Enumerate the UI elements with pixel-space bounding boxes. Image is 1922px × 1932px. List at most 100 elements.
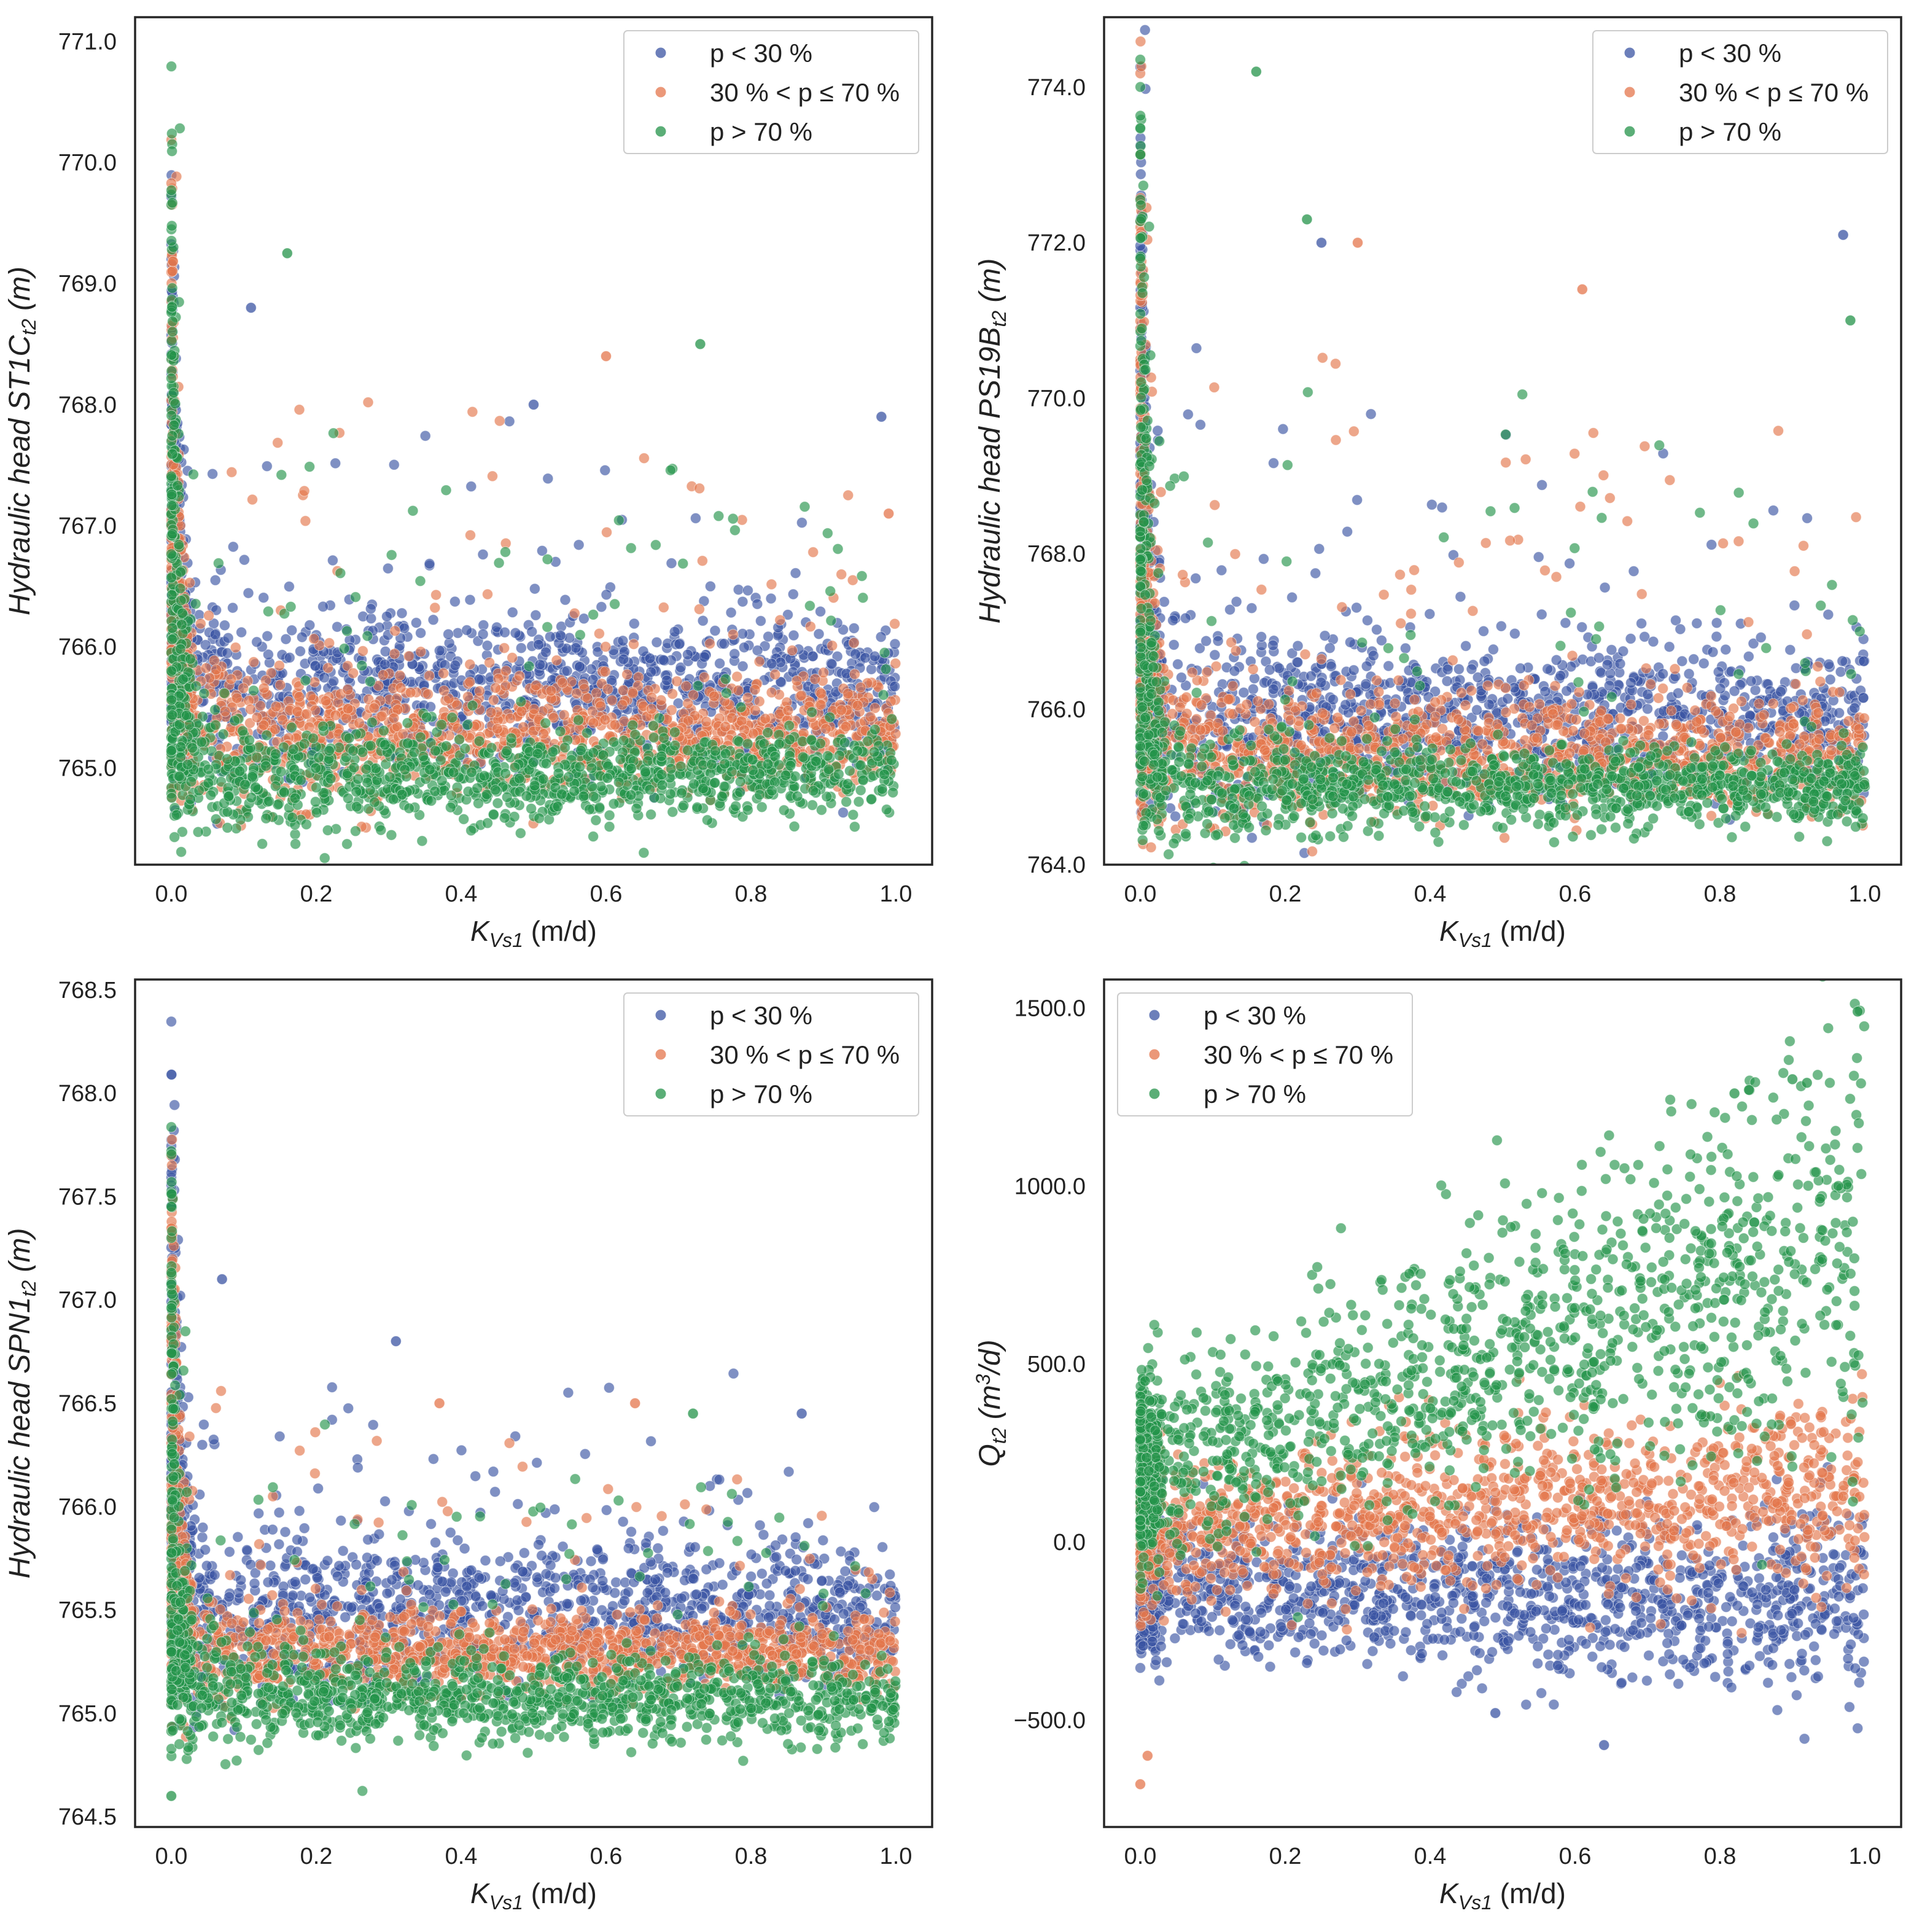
- data-point: [766, 658, 777, 669]
- data-point: [187, 742, 198, 754]
- data-point: [438, 668, 449, 679]
- data-point: [501, 745, 513, 757]
- data-point: [682, 698, 694, 709]
- data-point: [319, 672, 330, 684]
- data-point: [574, 629, 586, 641]
- y-tick-label: 768.0: [58, 392, 117, 418]
- data-point: [825, 615, 837, 626]
- x-tick-label: 0.8: [735, 881, 768, 907]
- data-point: [648, 720, 659, 731]
- data-point: [166, 197, 178, 209]
- data-point: [823, 763, 835, 775]
- data-point: [822, 750, 833, 762]
- data-point: [523, 660, 535, 672]
- data-point: [556, 789, 567, 800]
- data-point: [318, 787, 330, 798]
- data-point: [210, 813, 222, 825]
- data-point: [669, 739, 681, 751]
- data-point: [559, 594, 571, 606]
- data-point: [370, 763, 382, 774]
- data-point: [225, 673, 237, 685]
- data-point: [694, 483, 706, 494]
- data-point: [414, 575, 426, 587]
- data-point: [341, 712, 352, 724]
- data-point: [815, 804, 827, 816]
- data-point: [618, 734, 629, 746]
- data-point: [588, 791, 599, 802]
- data-point: [261, 730, 273, 741]
- data-point: [195, 618, 206, 629]
- data-point: [597, 749, 609, 761]
- data-point: [350, 825, 361, 837]
- data-point: [646, 691, 658, 703]
- data-point: [856, 571, 868, 582]
- data-point: [192, 826, 204, 838]
- data-point: [720, 748, 731, 760]
- data-point: [666, 558, 677, 569]
- data-point: [869, 650, 881, 662]
- data-point: [440, 485, 452, 496]
- data-point: [889, 680, 901, 692]
- data-point: [422, 688, 434, 700]
- data-point: [365, 740, 376, 752]
- data-point: [488, 809, 499, 820]
- data-point: [341, 838, 353, 850]
- outlier-point: [528, 399, 539, 410]
- data-point: [586, 762, 597, 774]
- data-point: [774, 614, 786, 626]
- data-point: [738, 642, 750, 653]
- data-point: [430, 589, 442, 601]
- data-point: [596, 601, 607, 613]
- data-point: [166, 709, 178, 721]
- data-point: [200, 662, 212, 674]
- data-point: [1135, 168, 1146, 180]
- data-point: [734, 787, 746, 798]
- data-point: [513, 773, 525, 784]
- data-point: [285, 601, 297, 612]
- data-point: [855, 682, 866, 693]
- panel-hydraulic-head-ps19b: 0.0 0.2 0.4 0.6 0.8 1.0764.0766.0768.0770.077…: [974, 16, 1902, 951]
- data-point: [877, 689, 889, 701]
- data-point: [852, 745, 863, 757]
- legend-label: 30 % < p ≤ 70 %: [710, 78, 900, 107]
- data-point: [443, 693, 454, 704]
- data-point: [166, 489, 177, 501]
- data-point: [529, 780, 540, 792]
- data-point: [804, 621, 816, 633]
- data-point: [279, 608, 290, 620]
- data-point: [332, 621, 343, 633]
- data-point: [799, 501, 811, 513]
- data-point: [270, 748, 281, 760]
- data-point: [586, 663, 597, 675]
- data-point: [645, 703, 657, 715]
- data-point: [713, 510, 725, 522]
- legend-marker: [655, 86, 667, 98]
- data-point: [762, 727, 774, 738]
- data-point: [384, 771, 395, 783]
- data-point: [644, 784, 656, 795]
- data-point: [601, 589, 612, 601]
- data-point: [258, 682, 270, 694]
- data-point: [826, 658, 838, 670]
- data-point: [720, 721, 731, 733]
- data-point: [211, 604, 222, 616]
- data-point: [586, 781, 598, 792]
- data-point: [270, 701, 282, 712]
- data-point: [175, 566, 187, 578]
- data-point: [578, 613, 589, 625]
- data-point: [166, 745, 177, 757]
- data-point: [857, 592, 869, 604]
- outlier-point: [876, 411, 887, 423]
- data-point: [1247, 684, 1259, 695]
- data-point: [836, 569, 847, 580]
- data-point: [850, 649, 861, 660]
- data-point: [209, 704, 221, 715]
- data-point: [260, 760, 271, 772]
- data-point: [737, 660, 749, 672]
- data-point: [166, 470, 177, 482]
- data-point: [613, 515, 624, 526]
- data-point: [1561, 685, 1573, 697]
- data-point: [638, 453, 650, 464]
- data-point: [784, 720, 795, 731]
- data-point: [198, 688, 210, 699]
